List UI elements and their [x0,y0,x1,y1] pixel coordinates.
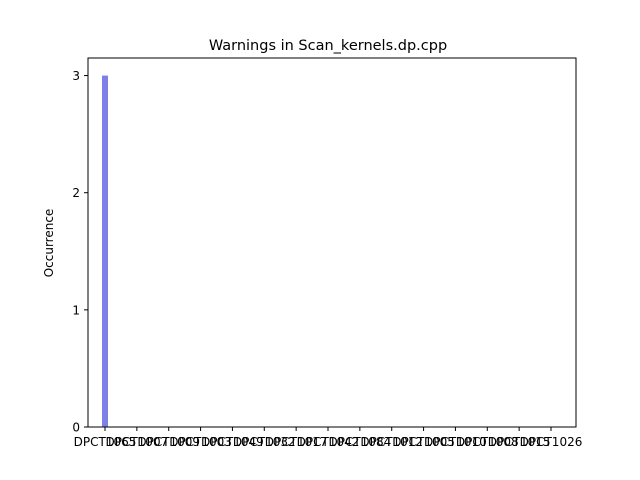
bars-group [102,75,108,428]
y-tick-label: 3 [72,69,80,83]
x-tick-label: DPCT1032 [233,435,296,449]
ticks-group: DPCT1065DPCT1007DPCT1009DPCT1003DPCT1049… [72,69,582,449]
x-tick-label: DPCT1065 [74,435,137,449]
y-tick-label: 1 [72,303,80,317]
x-tick-label: DPCT1017 [265,435,328,449]
x-tick-label: DPCT1042 [297,435,360,449]
y-tick-label: 2 [72,186,80,200]
x-tick-label: DPCT1007 [105,435,168,449]
x-tick-label: DPCT1084 [328,435,391,449]
x-tick-label: DPCT1009 [137,435,200,449]
chart-title: Warnings in Scan_kernels.dp.cpp [209,38,447,54]
x-tick-label: DPCT1049 [201,435,264,449]
x-tick-label: DPCT1008 [456,435,519,449]
x-tick-label: DPCT1026 [520,435,583,449]
bar-dpct1065 [102,75,108,428]
y-axis-label: Occurrence [42,209,56,278]
x-tick-label: DPCT1012 [360,435,423,449]
x-tick-label: DPCT1010 [424,435,487,449]
x-tick-label: DPCT1003 [169,435,232,449]
x-tick-label: DPCT1015 [488,435,551,449]
x-tick-label: DPCT1005 [392,435,455,449]
y-tick-label: 0 [72,421,80,435]
plot-frame [87,57,577,428]
